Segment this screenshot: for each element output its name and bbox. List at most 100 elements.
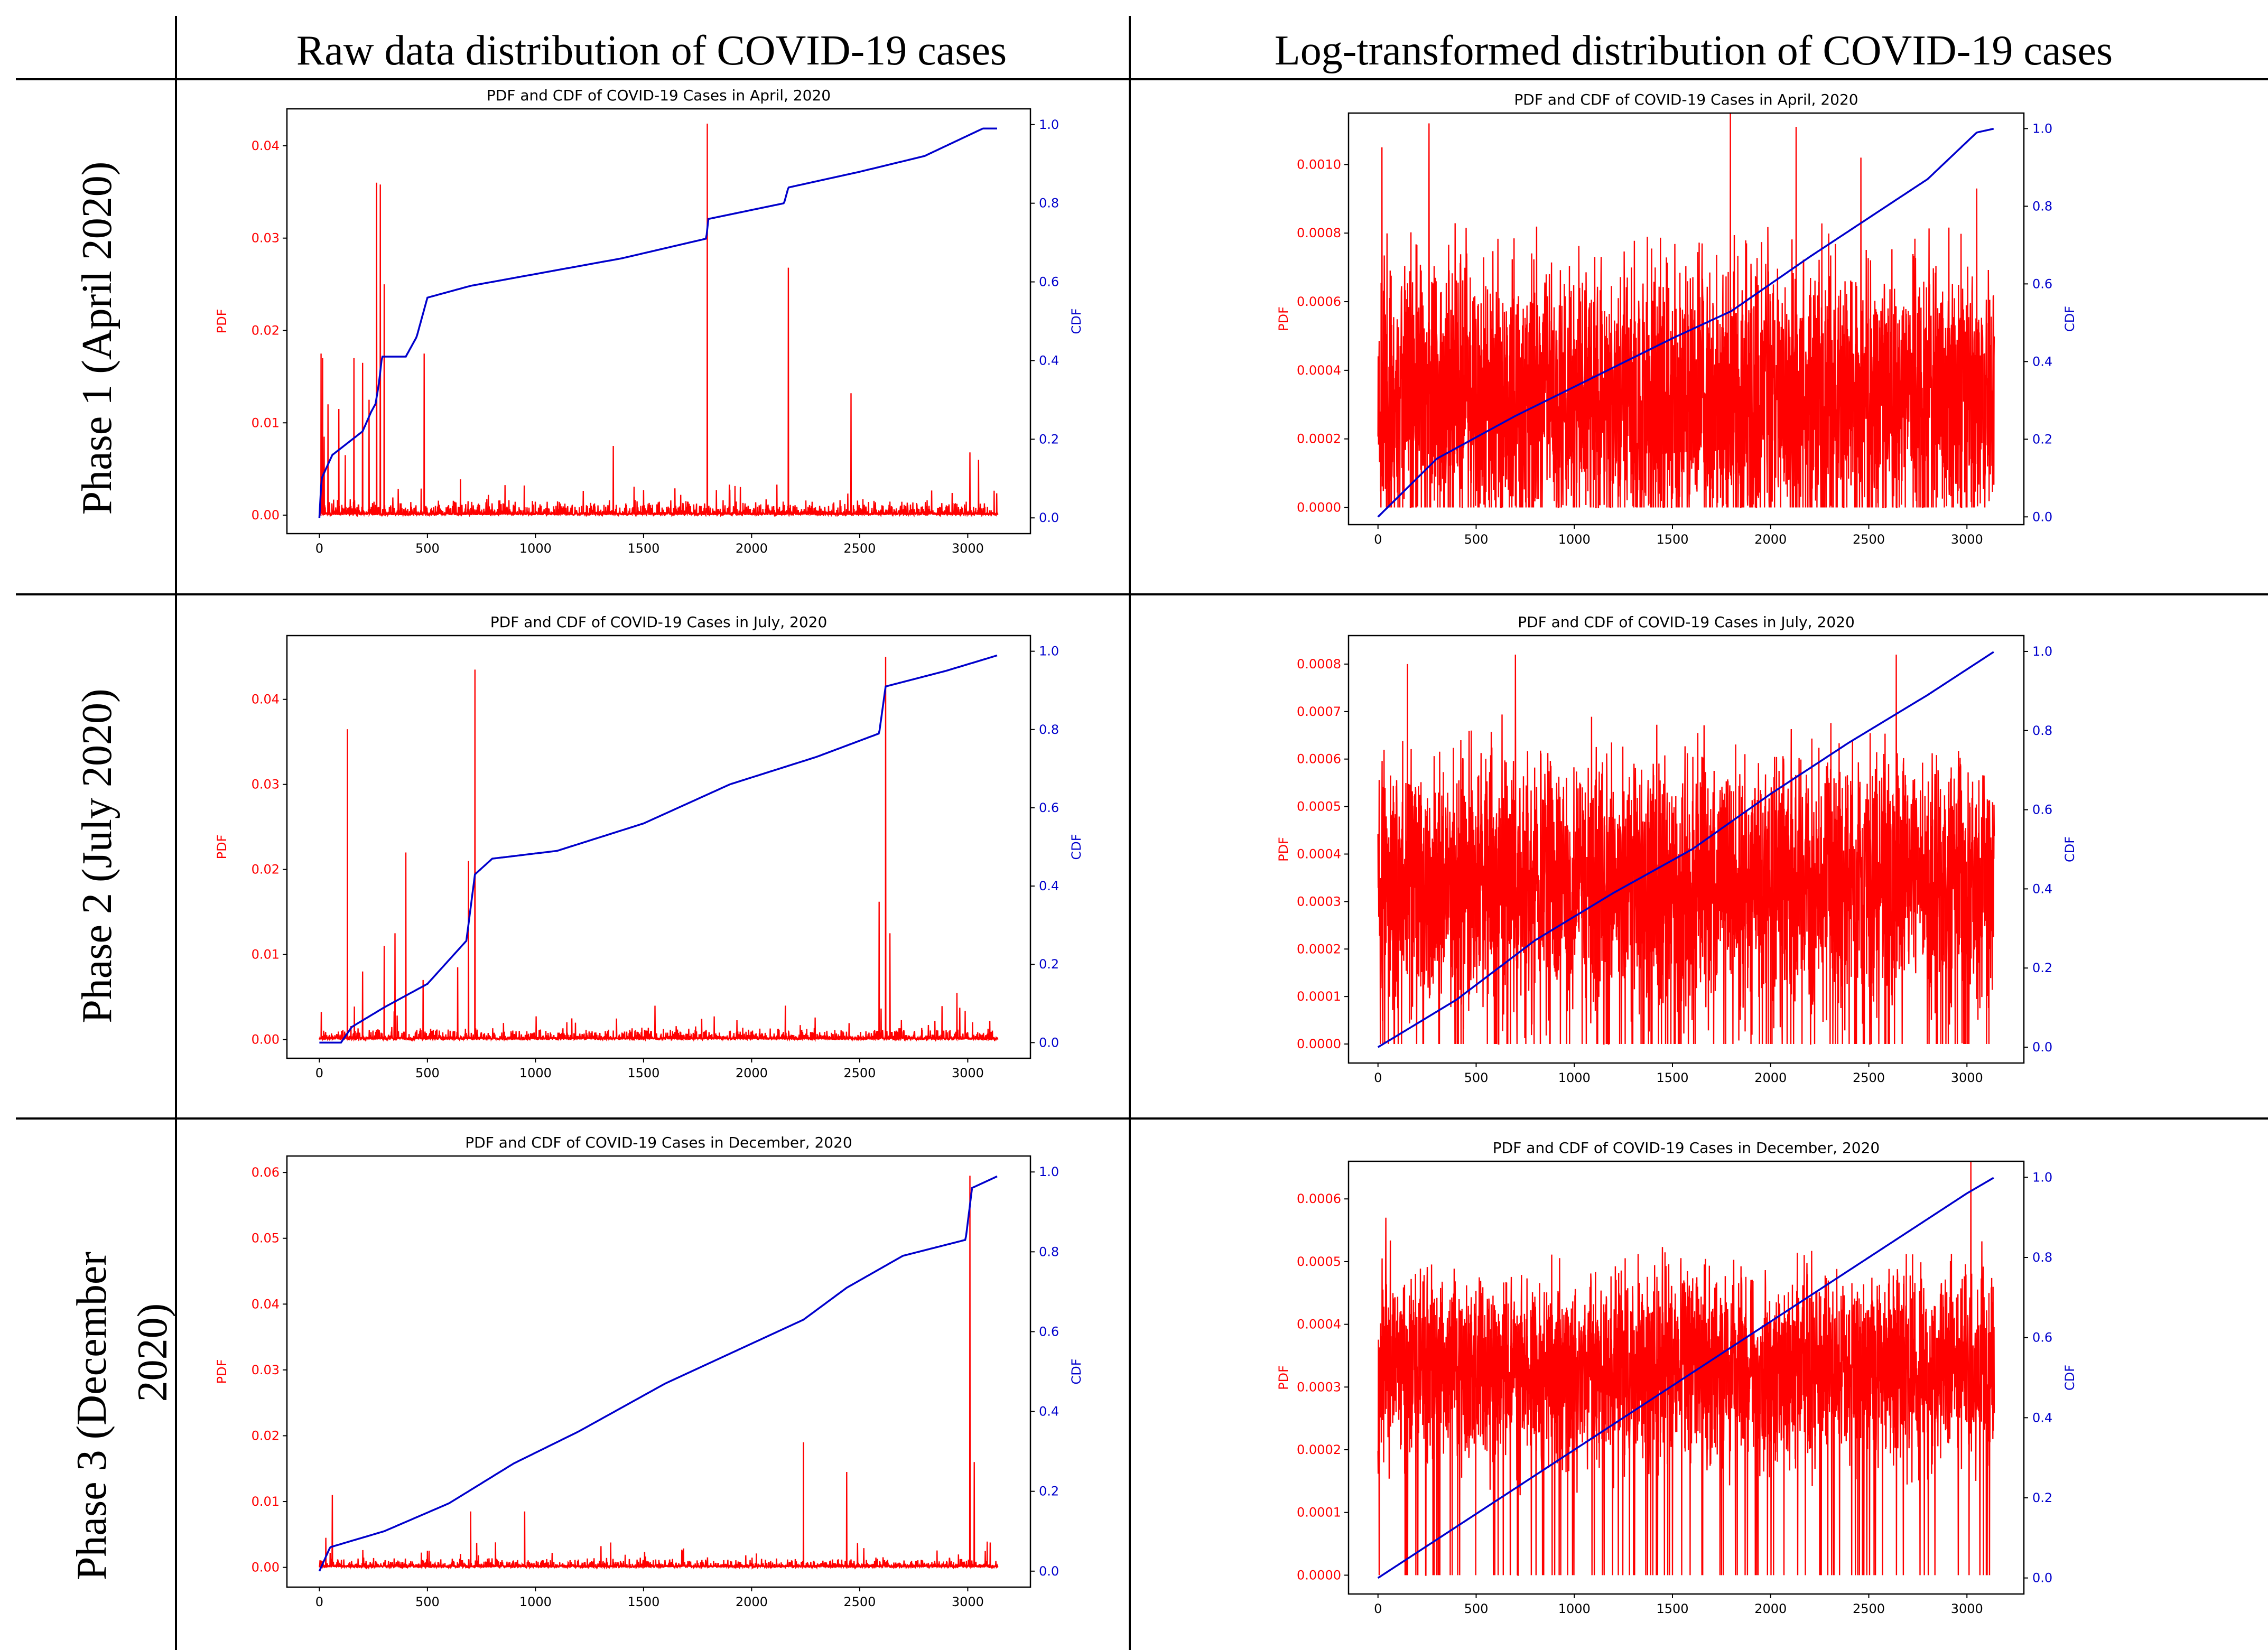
row-label-phase-3-line-1: Phase 3 (December xyxy=(69,1252,115,1580)
row-label-phase-3-line-2: 2020) xyxy=(129,1303,176,1402)
x-tick-label: 1000 xyxy=(519,541,552,556)
x-tick-label: 1000 xyxy=(1558,1601,1591,1616)
y-tick-label: 0.0001 xyxy=(1297,1505,1341,1520)
x-tick-label: 3000 xyxy=(952,1595,984,1609)
y2-tick-label: 0.6 xyxy=(2032,276,2052,291)
x-tick-label: 0 xyxy=(315,1066,323,1080)
cdf-series-line xyxy=(1377,651,1994,1048)
y2-tick-label: 1.0 xyxy=(1039,644,1059,659)
y-tick-label: 0.00 xyxy=(252,1032,280,1047)
y2-tick-label: 0.2 xyxy=(2032,432,2052,446)
row-label-phase-3: Phase 3 (December 2020) xyxy=(69,1252,176,1580)
y2-tick-label: 0.2 xyxy=(2032,961,2052,975)
plot-frame xyxy=(286,635,1031,1059)
plot-frame xyxy=(286,1155,1031,1588)
y-tick-label: 0.0000 xyxy=(1297,1037,1341,1051)
y-tick-label: 0.0006 xyxy=(1297,752,1341,767)
table-grid xyxy=(16,16,2268,1650)
y-axis-label: PDF xyxy=(215,309,229,334)
x-tick-label: 0 xyxy=(315,541,323,556)
y2-tick-label: 0.6 xyxy=(2032,803,2052,817)
x-tick-label: 2000 xyxy=(736,1066,768,1080)
x-tick-label: 1000 xyxy=(1558,1070,1591,1085)
x-tick-label: 500 xyxy=(415,1595,440,1609)
y2-tick-label: 0.4 xyxy=(2032,881,2052,896)
y-tick-label: 0.0010 xyxy=(1297,157,1341,172)
y2-tick-label: 0.4 xyxy=(2032,354,2052,369)
y-tick-label: 0.0002 xyxy=(1297,941,1341,956)
y2-tick-label: 0.2 xyxy=(1039,957,1059,972)
y2-tick-label: 0.2 xyxy=(1039,432,1059,446)
chart-log-december: PDF and CDF of COVID-19 Cases in Decembe… xyxy=(1276,1139,2077,1616)
x-tick-label: 2000 xyxy=(1754,1601,1787,1616)
y2-tick-label: 0.4 xyxy=(1039,1404,1059,1419)
x-tick-label: 2500 xyxy=(843,1595,876,1609)
x-tick-label: 2000 xyxy=(1754,1070,1787,1085)
chart-raw-december: PDF and CDF of COVID-19 Cases in Decembe… xyxy=(215,1134,1084,1609)
x-tick-label: 2000 xyxy=(736,541,768,556)
pdf-series-line xyxy=(319,657,999,1042)
pdf-series-line xyxy=(1377,654,1995,1045)
y2-tick-label: 1.0 xyxy=(1039,1164,1059,1179)
y-tick-label: 0.00 xyxy=(252,1560,280,1575)
y2-tick-label: 0.8 xyxy=(2032,723,2052,738)
y-tick-label: 0.04 xyxy=(252,692,280,707)
chart-title: PDF and CDF of COVID-19 Cases in Decembe… xyxy=(465,1134,852,1151)
x-tick-label: 1500 xyxy=(627,1595,659,1609)
y-tick-label: 0.05 xyxy=(252,1231,280,1246)
x-tick-label: 1000 xyxy=(519,1595,552,1609)
y2-tick-label: 0.8 xyxy=(2032,1250,2052,1265)
chart-title: PDF and CDF of COVID-19 Cases in July, 2… xyxy=(1518,613,1855,631)
y2-tick-label: 0.0 xyxy=(1039,1035,1059,1050)
y2-tick-label: 1.0 xyxy=(2032,1170,2052,1185)
y-tick-label: 0.0004 xyxy=(1297,363,1341,378)
chart-log-july: PDF and CDF of COVID-19 Cases in July, 2… xyxy=(1276,613,2077,1085)
row-label-phase-1-text: Phase 1 (April 2020) xyxy=(74,162,120,515)
y-tick-label: 0.0001 xyxy=(1297,989,1341,1004)
pdf-series-line xyxy=(319,123,999,518)
cdf-series-line xyxy=(319,654,998,1044)
column-header-raw: Raw data distribution of COVID-19 cases xyxy=(296,27,1007,74)
y-axis-label: PDF xyxy=(1276,1365,1291,1390)
x-tick-label: 2500 xyxy=(1853,532,1885,547)
y-tick-label: 0.02 xyxy=(252,1428,280,1443)
y2-tick-label: 0.2 xyxy=(1039,1484,1059,1499)
y-axis-label: PDF xyxy=(215,1359,229,1384)
x-tick-label: 1000 xyxy=(1558,532,1591,547)
y-axis-label: PDF xyxy=(1276,837,1291,862)
y-tick-label: 0.02 xyxy=(252,323,280,338)
cdf-series-line xyxy=(1377,127,1994,518)
y2-tick-label: 0.0 xyxy=(1039,1564,1059,1579)
x-tick-label: 500 xyxy=(1464,1601,1489,1616)
x-tick-label: 3000 xyxy=(952,1066,984,1080)
y2-tick-label: 0.8 xyxy=(1039,196,1059,211)
y-tick-label: 0.0006 xyxy=(1297,294,1341,309)
y-tick-label: 0.0005 xyxy=(1297,799,1341,814)
x-tick-label: 2500 xyxy=(843,1066,876,1080)
y2-tick-label: 0.6 xyxy=(1039,275,1059,290)
y2-tick-label: 0.4 xyxy=(2032,1410,2052,1425)
chart-raw-july: PDF and CDF of COVID-19 Cases in July, 2… xyxy=(215,613,1084,1080)
chart-title: PDF and CDF of COVID-19 Cases in Decembe… xyxy=(1493,1139,1880,1157)
chart-title: PDF and CDF of COVID-19 Cases in July, 2… xyxy=(490,613,828,631)
x-tick-label: 0 xyxy=(315,1595,323,1609)
x-tick-label: 500 xyxy=(415,541,440,556)
y2-tick-label: 0.2 xyxy=(2032,1490,2052,1505)
y-tick-label: 0.0002 xyxy=(1297,1442,1341,1457)
y-tick-label: 0.03 xyxy=(252,777,280,792)
y-tick-label: 0.06 xyxy=(252,1165,280,1180)
chart-title: PDF and CDF of COVID-19 Cases in April, … xyxy=(1514,91,1858,108)
plot-frame xyxy=(286,108,1031,535)
x-tick-label: 2500 xyxy=(843,541,876,556)
chart-log-april: PDF and CDF of COVID-19 Cases in April, … xyxy=(1276,91,2077,547)
y2-tick-label: 0.8 xyxy=(1039,1244,1059,1259)
x-tick-label: 1500 xyxy=(1656,532,1688,547)
pdf-series-line xyxy=(1377,1161,1995,1576)
x-tick-label: 1500 xyxy=(627,541,659,556)
cdf-series-line xyxy=(318,1175,998,1572)
y2-tick-label: 1.0 xyxy=(2032,644,2052,659)
chart-title: PDF and CDF of COVID-19 Cases in April, … xyxy=(487,87,831,104)
x-tick-label: 500 xyxy=(415,1066,440,1080)
y-tick-label: 0.00 xyxy=(252,508,280,523)
y-tick-label: 0.04 xyxy=(252,138,280,153)
